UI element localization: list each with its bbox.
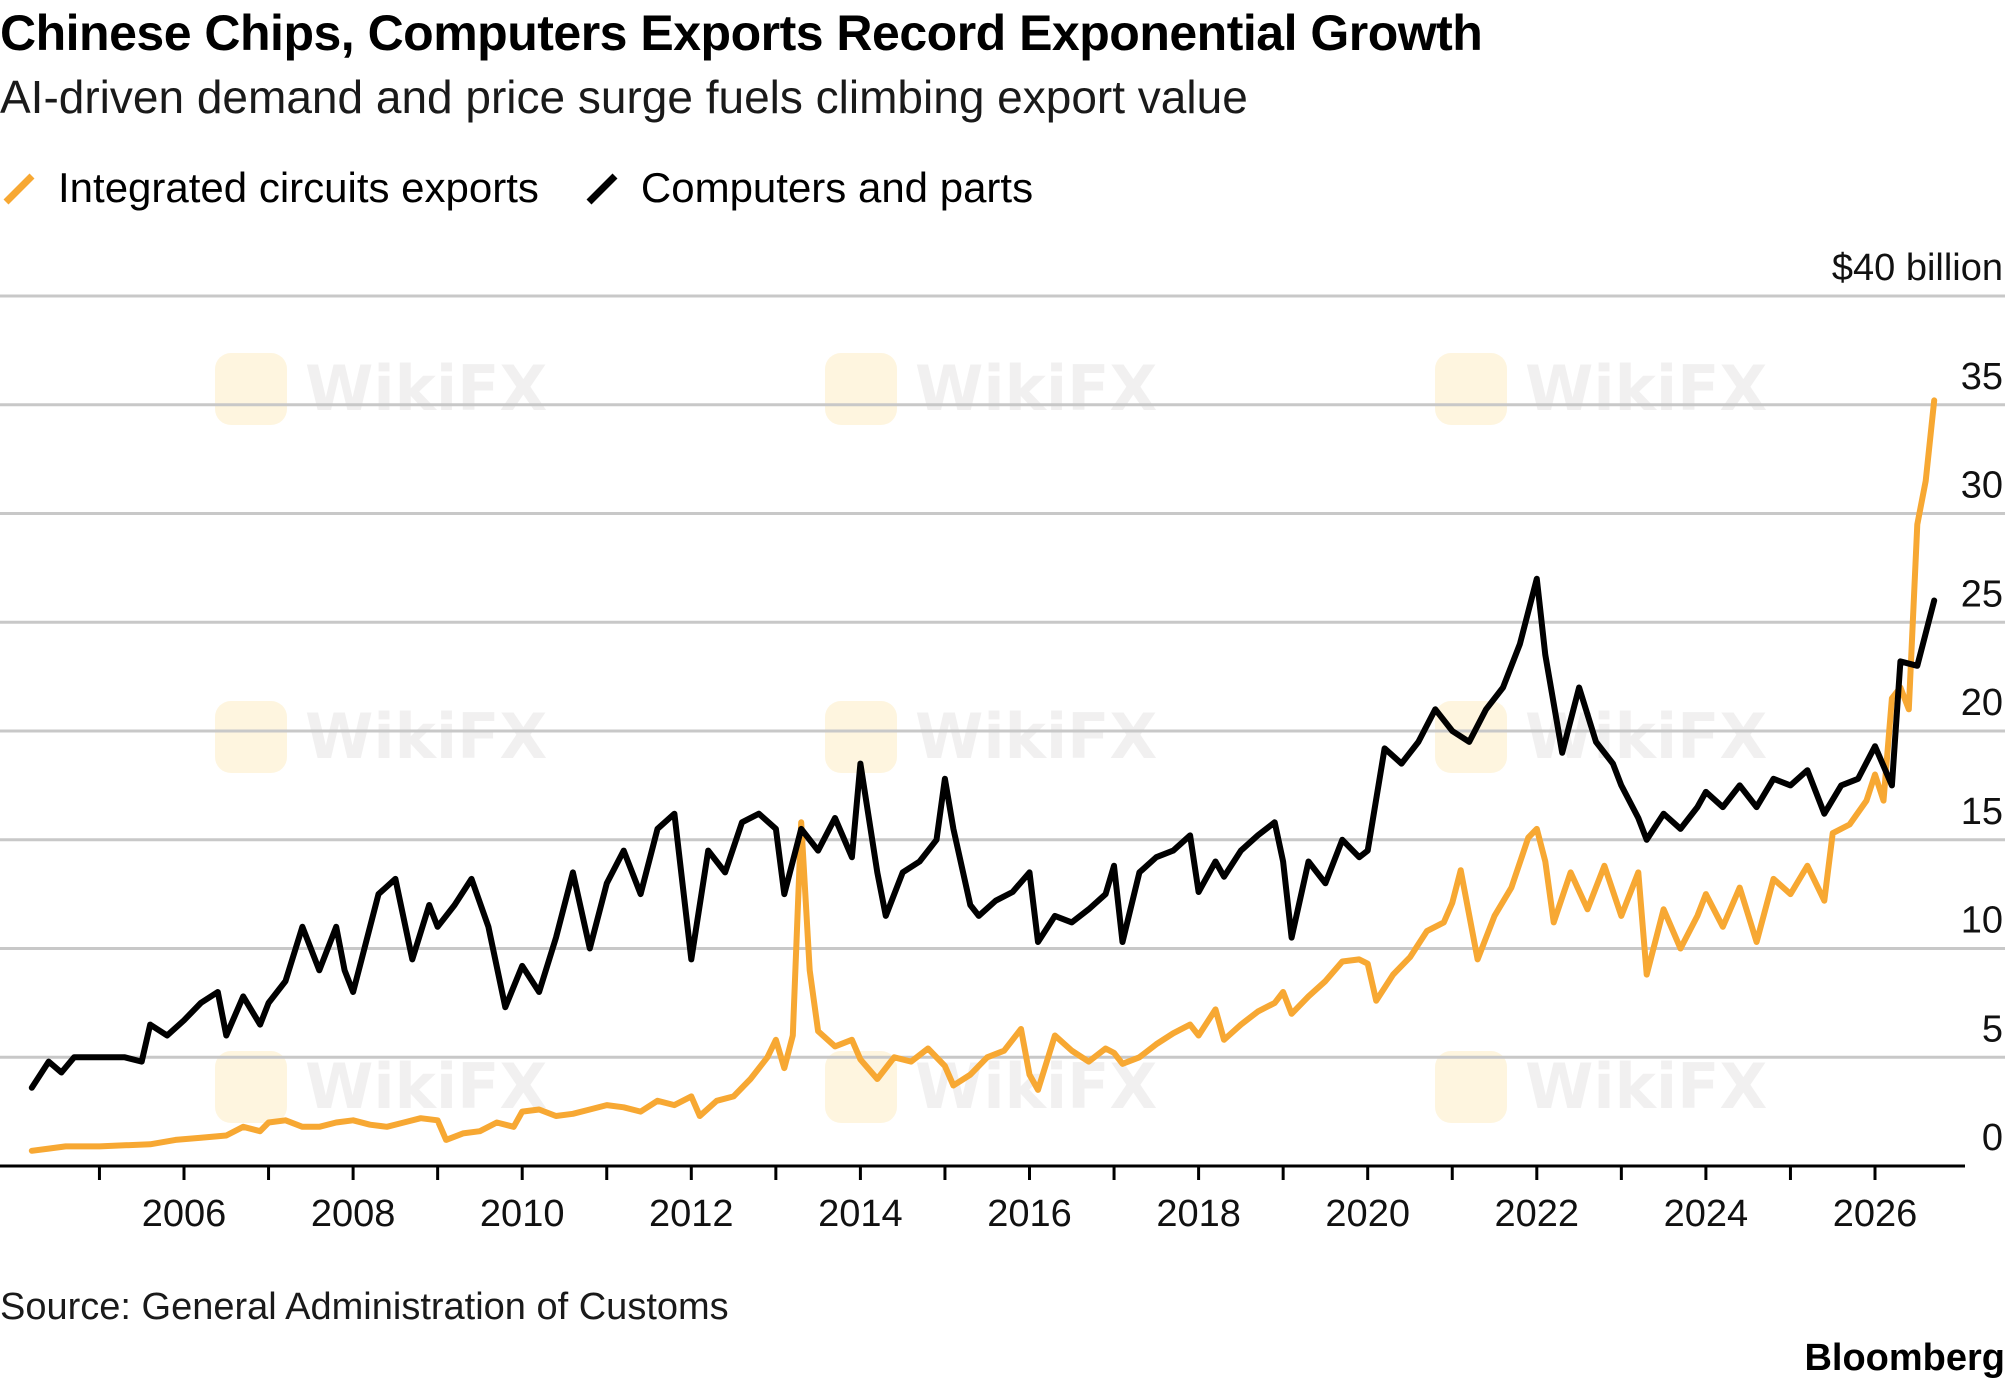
legend-swatch-black-icon (586, 173, 618, 205)
x-tick-label: 2024 (1664, 1193, 1749, 1235)
brand-logo: Bloomberg (1804, 1337, 2005, 1379)
x-tick-label: 2008 (311, 1193, 396, 1235)
source-note: Source: General Administration of Custom… (0, 1286, 729, 1328)
y-tick-label: 35 (1961, 356, 2003, 398)
y-tick-label: 0 (1982, 1117, 2003, 1159)
series-lines (28, 397, 1938, 1154)
chart-subtitle: AI-driven demand and price surge fuels c… (0, 71, 1248, 123)
legend: Integrated circuits exports Computers an… (0, 160, 1077, 216)
x-tick-label: 2012 (649, 1193, 734, 1235)
x-axis (0, 1164, 1965, 1180)
series-line-computers (28, 575, 1938, 1091)
x-tick-label: 2026 (1833, 1193, 1918, 1235)
legend-label-computers: Computers and parts (640, 164, 1034, 211)
x-tick-label: 2020 (1325, 1193, 1410, 1235)
y-tick-label: 10 (1961, 900, 2003, 942)
y-tick-label: $40 billion (1832, 247, 2003, 289)
legend-item-computers[interactable]: Computers and parts (583, 164, 1033, 212)
x-tick-label: 2006 (142, 1193, 227, 1235)
y-tick-label: 5 (1982, 1008, 2003, 1050)
x-tick-label: 2018 (1156, 1193, 1241, 1235)
y-tick-label: 20 (1961, 682, 2003, 724)
series-line-integrated-circuits (28, 397, 1938, 1154)
tick-labels: 0 5 10 15 20 25 30 35 $40 billion 2006 2008 2010 201… (142, 247, 2003, 1235)
y-tick-label: 25 (1961, 573, 2003, 615)
gridlines (0, 294, 2005, 1059)
y-tick-label: 30 (1961, 465, 2003, 507)
legend-label-integrated-circuits: Integrated circuits exports (58, 164, 539, 211)
chart-title: Chinese Chips, Computers Exports Record … (0, 5, 1483, 61)
x-tick-label: 2016 (987, 1193, 1072, 1235)
legend-swatch-orange-icon (3, 173, 35, 205)
x-tick-label: 2014 (818, 1193, 903, 1235)
y-tick-label: 15 (1961, 791, 2003, 833)
legend-item-integrated-circuits[interactable]: Integrated circuits exports (0, 164, 539, 212)
x-tick-label: 2010 (480, 1193, 565, 1235)
x-tick-label: 2022 (1495, 1193, 1580, 1235)
